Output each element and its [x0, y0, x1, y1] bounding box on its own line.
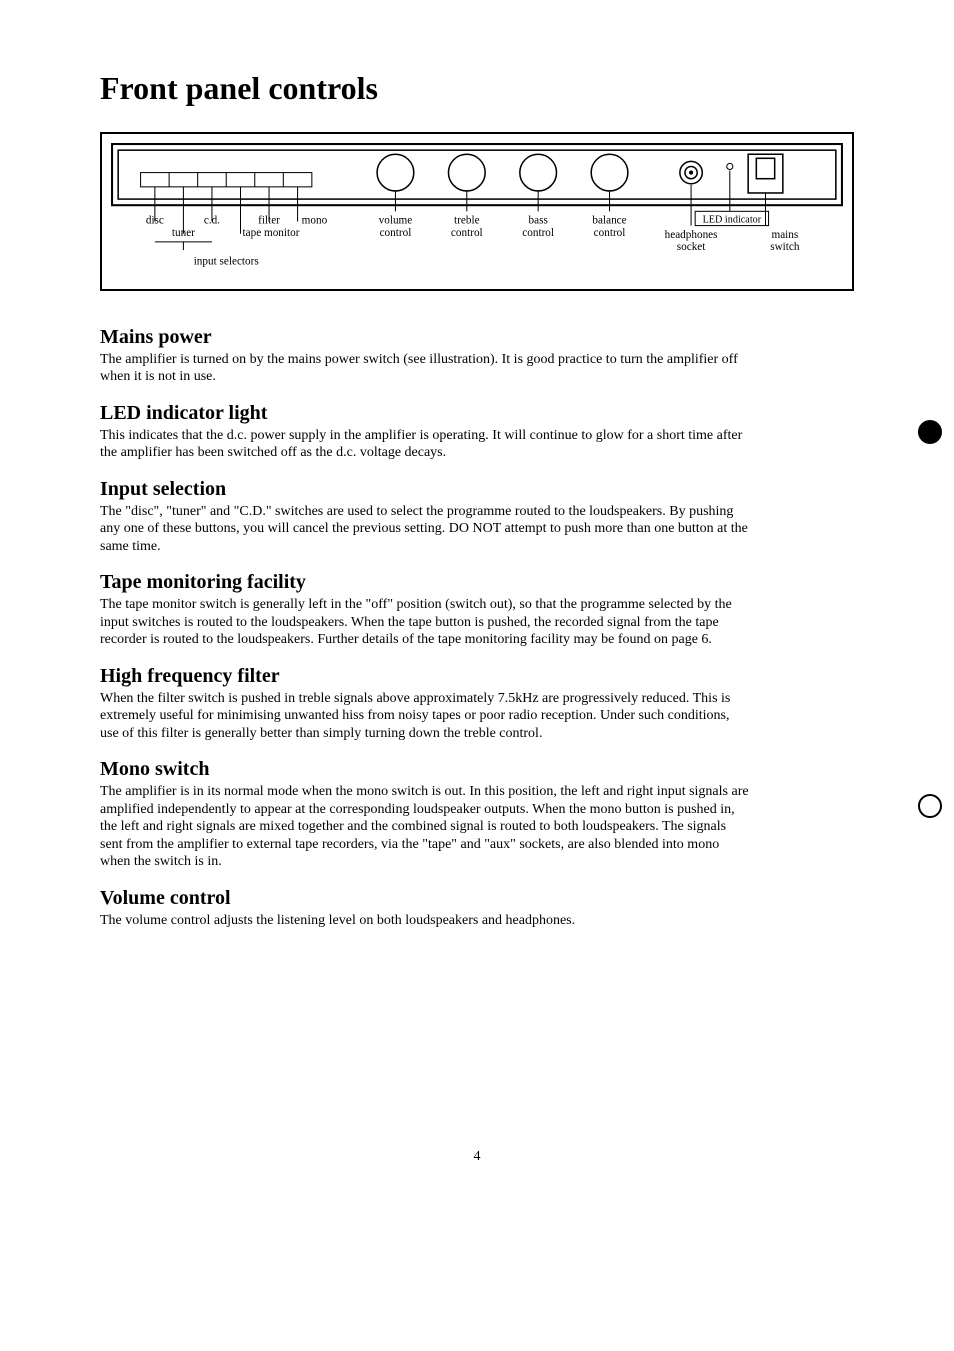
- section-input-selection: Input selection The "disc", "tuner" and …: [100, 478, 854, 556]
- section-led-indicator: LED indicator light This indicates that …: [100, 402, 854, 462]
- section-tape-monitoring: Tape monitoring facility The tape monito…: [100, 571, 854, 649]
- binder-hole-icon: [918, 794, 942, 818]
- mains-switch-label2: switch: [770, 241, 800, 253]
- disc-label: disc: [146, 215, 164, 227]
- section-heading: LED indicator light: [100, 402, 854, 425]
- panel-svg: disc tuner c.d. tape monitor filter mono…: [110, 142, 844, 285]
- page-number: 4: [100, 1149, 854, 1165]
- headphones-label: headphones: [665, 229, 718, 241]
- led-icon: [727, 163, 733, 169]
- section-heading: High frequency filter: [100, 665, 854, 688]
- section-heading: Tape monitoring facility: [100, 571, 854, 594]
- section-heading: Mono switch: [100, 758, 854, 781]
- cd-label: c.d.: [204, 215, 220, 227]
- section-mains-power: Mains power The amplifier is turned on b…: [100, 326, 854, 386]
- section-body: The amplifier is turned on by the mains …: [100, 351, 750, 386]
- treble-knob-icon: [448, 154, 485, 191]
- section-volume-control: Volume control The volume control adjust…: [100, 887, 854, 930]
- bass-label: bass: [529, 215, 548, 227]
- section-mono-switch: Mono switch The amplifier is in its norm…: [100, 758, 854, 871]
- page-title: Front panel controls: [100, 70, 854, 107]
- section-body: The "disc", "tuner" and "C.D." switches …: [100, 503, 750, 556]
- headphones-socket-icon: [680, 161, 702, 183]
- section-body: The tape monitor switch is generally lef…: [100, 596, 750, 649]
- section-body: This indicates that the d.c. power suppl…: [100, 427, 750, 462]
- section-body: When the filter switch is pushed in treb…: [100, 690, 750, 743]
- treble-label: treble: [454, 215, 480, 227]
- section-heading: Mains power: [100, 326, 854, 349]
- bass-label2: control: [522, 227, 554, 239]
- led-indicator-label: LED indicator: [703, 215, 762, 226]
- treble-label2: control: [451, 227, 483, 239]
- balance-label2: control: [594, 227, 626, 239]
- volume-label: volume: [379, 215, 413, 227]
- input-selectors-group: [141, 173, 312, 187]
- mono-label: mono: [302, 215, 328, 227]
- filter-label: filter: [258, 215, 280, 227]
- binder-hole-icon: [918, 420, 942, 444]
- bass-knob-icon: [520, 154, 557, 191]
- tuner-label: tuner: [172, 227, 195, 239]
- balance-knob-icon: [591, 154, 628, 191]
- section-heading: Input selection: [100, 478, 854, 501]
- volume-knob-icon: [377, 154, 414, 191]
- section-body: The amplifier is in its normal mode when…: [100, 783, 750, 871]
- section-body: The volume control adjusts the listening…: [100, 912, 750, 930]
- input-selectors-label: input selectors: [194, 255, 259, 267]
- page-container: Front panel controls disc tuner: [0, 0, 954, 1205]
- mains-switch-icon: [748, 154, 783, 193]
- front-panel-diagram: disc tuner c.d. tape monitor filter mono…: [100, 132, 854, 291]
- volume-label2: control: [380, 227, 412, 239]
- headphones-label2: socket: [677, 241, 707, 253]
- section-heading: Volume control: [100, 887, 854, 910]
- tape-monitor-label: tape monitor: [243, 227, 300, 239]
- mains-switch-label: mains: [771, 229, 798, 241]
- section-high-frequency-filter: High frequency filter When the filter sw…: [100, 665, 854, 743]
- balance-label: balance: [592, 215, 626, 227]
